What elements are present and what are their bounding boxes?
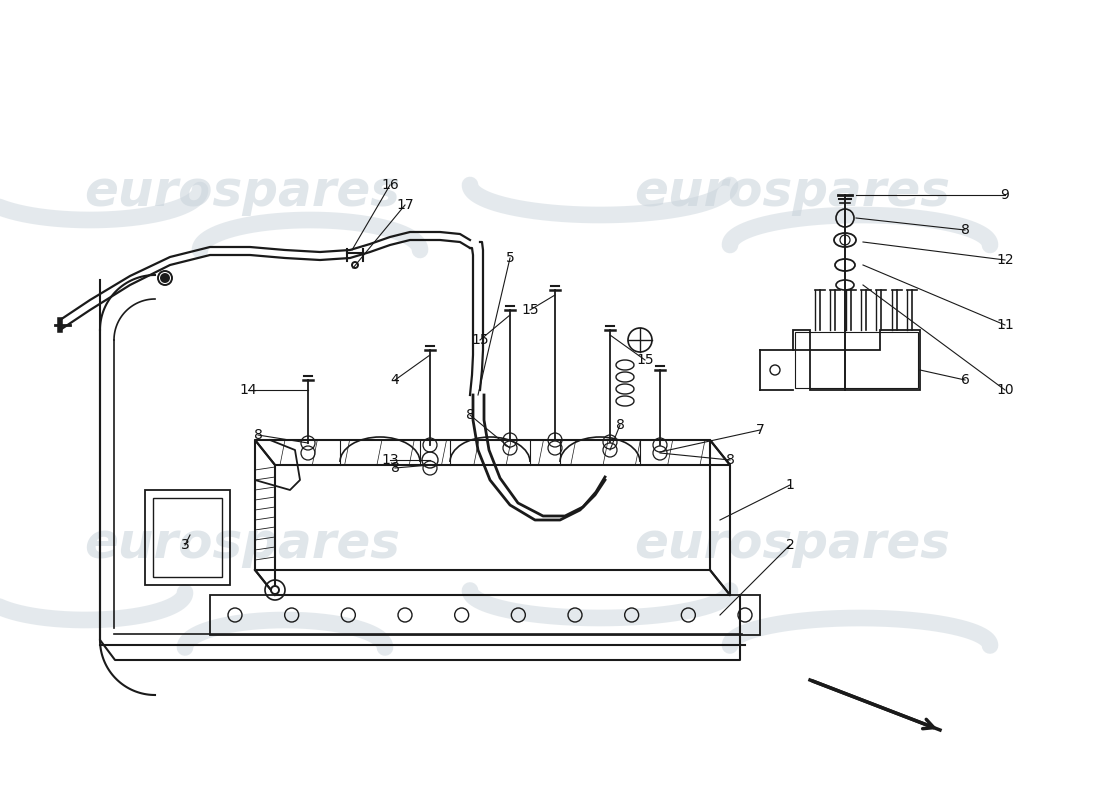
Circle shape [271,586,279,594]
Text: 1: 1 [785,478,794,492]
Text: 9: 9 [1001,188,1010,202]
Circle shape [352,262,358,268]
Text: 8: 8 [390,461,399,475]
Text: 14: 14 [239,383,256,397]
Text: 8: 8 [616,418,625,432]
Text: 4: 4 [390,373,399,387]
Text: 13: 13 [382,453,399,467]
Text: 16: 16 [381,178,399,192]
Circle shape [161,274,169,282]
Text: 11: 11 [997,318,1014,332]
Text: 3: 3 [180,538,189,552]
Text: eurospares: eurospares [84,168,400,216]
Text: eurospares: eurospares [634,168,950,216]
Text: 15: 15 [636,353,653,367]
Text: 15: 15 [521,303,539,317]
Text: 8: 8 [465,408,474,422]
Text: 5: 5 [506,251,515,265]
Text: eurospares: eurospares [634,520,950,568]
Circle shape [158,271,172,285]
Text: 8: 8 [254,428,263,442]
Text: 15: 15 [471,333,488,347]
Text: 12: 12 [997,253,1014,267]
Text: 10: 10 [997,383,1014,397]
Text: 8: 8 [726,453,735,467]
Text: 2: 2 [785,538,794,552]
Text: 17: 17 [396,198,414,212]
Text: 7: 7 [756,423,764,437]
Text: eurospares: eurospares [84,520,400,568]
Text: 6: 6 [960,373,969,387]
Text: 8: 8 [960,223,969,237]
